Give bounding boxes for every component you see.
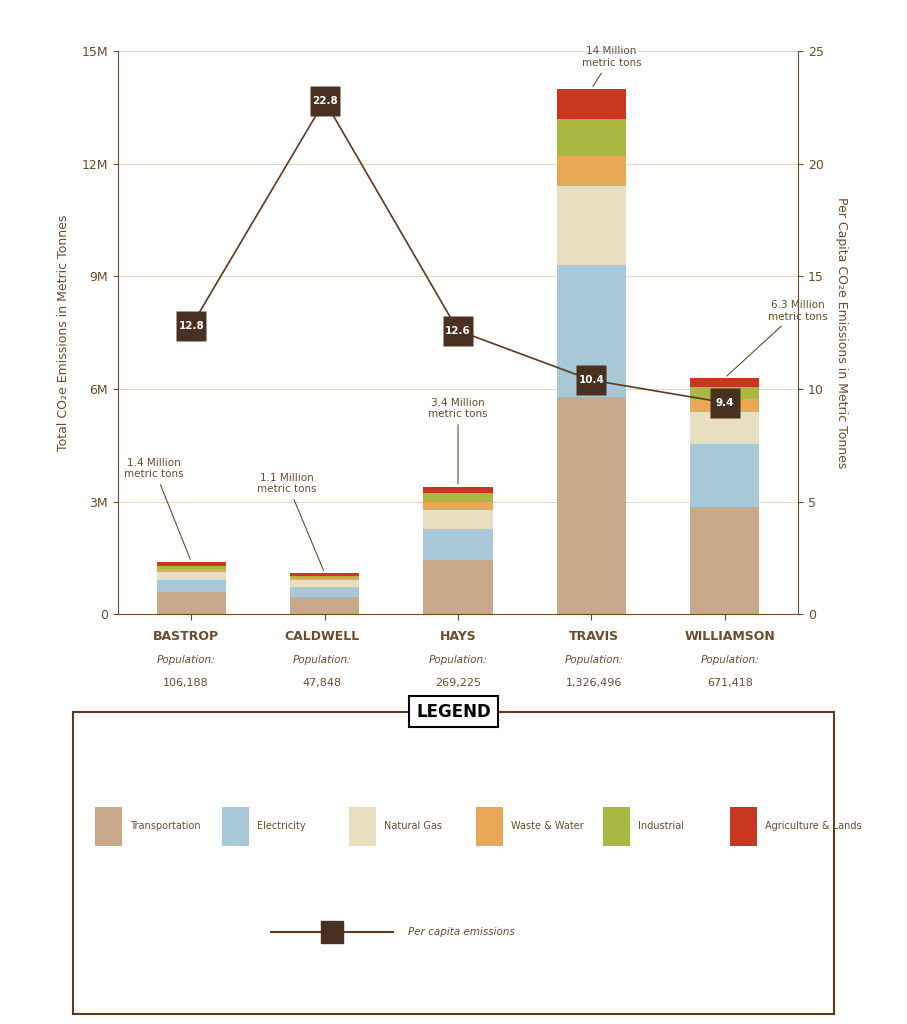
Bar (690, 398, 759, 412)
Bar (690, 507, 759, 614)
Bar (557, 186, 626, 265)
Bar (557, 396, 626, 614)
Text: Electricity: Electricity (257, 821, 306, 831)
FancyBboxPatch shape (222, 807, 249, 846)
Bar (290, 578, 359, 581)
Text: Agriculture & Lands: Agriculture & Lands (765, 821, 862, 831)
Text: 12.6: 12.6 (445, 326, 471, 336)
Text: Population:: Population: (429, 655, 487, 666)
Bar (424, 486, 493, 494)
Text: 9.4: 9.4 (716, 397, 734, 408)
Text: 6.3 Million
metric tons: 6.3 Million metric tons (727, 300, 828, 376)
Text: Population:: Population: (701, 655, 759, 666)
Bar (690, 443, 759, 507)
Text: 1.1 Million
metric tons: 1.1 Million metric tons (258, 473, 324, 570)
Bar (424, 494, 493, 502)
Text: 12.8: 12.8 (179, 322, 204, 331)
FancyBboxPatch shape (476, 807, 503, 846)
Text: Population:: Population: (293, 655, 351, 666)
Text: 671,418: 671,418 (707, 678, 753, 688)
Bar (157, 562, 226, 566)
Bar (424, 560, 493, 614)
Text: Natural Gas: Natural Gas (384, 821, 442, 831)
Bar (290, 573, 359, 575)
Y-axis label: Total CO₂e Emissions in Metric Tonnes: Total CO₂e Emissions in Metric Tonnes (57, 215, 71, 451)
Text: 1,326,496: 1,326,496 (566, 678, 622, 688)
Text: 1.4 Million
metric tons: 1.4 Million metric tons (124, 458, 190, 559)
FancyBboxPatch shape (95, 807, 122, 846)
Bar (557, 119, 626, 157)
Text: 22.8: 22.8 (312, 96, 337, 105)
Y-axis label: Per Capita CO₂e Emissions in Metric Tonnes: Per Capita CO₂e Emissions in Metric Tonn… (834, 197, 848, 469)
Text: 106,188: 106,188 (163, 678, 209, 688)
Text: 47,848: 47,848 (302, 678, 342, 688)
Bar (424, 502, 493, 510)
Text: 269,225: 269,225 (435, 678, 481, 688)
Bar (157, 580, 226, 592)
Text: Per capita emissions: Per capita emissions (408, 927, 514, 937)
Bar (424, 510, 493, 529)
Bar (557, 89, 626, 119)
Text: Population:: Population: (565, 655, 623, 666)
Bar (290, 575, 359, 578)
Text: LEGEND: LEGEND (416, 702, 491, 721)
Bar (157, 566, 226, 569)
Bar (424, 529, 493, 560)
Text: Transportation: Transportation (130, 821, 200, 831)
Text: BASTROP: BASTROP (153, 630, 219, 643)
Text: 14 Million
metric tons: 14 Million metric tons (581, 46, 641, 86)
Bar (557, 265, 626, 396)
Bar (690, 378, 759, 387)
Bar (157, 572, 226, 580)
FancyBboxPatch shape (603, 807, 630, 846)
Text: 10.4: 10.4 (579, 375, 604, 385)
Bar (290, 581, 359, 587)
Text: WILLIAMSON: WILLIAMSON (685, 630, 775, 643)
Bar (690, 387, 759, 398)
Text: Industrial: Industrial (638, 821, 684, 831)
Text: CALDWELL: CALDWELL (285, 630, 359, 643)
Bar (157, 569, 226, 572)
Text: HAYS: HAYS (440, 630, 476, 643)
Bar (157, 592, 226, 614)
Bar (690, 412, 759, 443)
Bar (557, 157, 626, 186)
FancyBboxPatch shape (730, 807, 757, 846)
FancyBboxPatch shape (349, 807, 376, 846)
Text: Population:: Population: (157, 655, 215, 666)
Text: TRAVIS: TRAVIS (569, 630, 619, 643)
Bar (290, 587, 359, 597)
Text: 3.4 Million
metric tons: 3.4 Million metric tons (428, 397, 488, 484)
Text: Waste & Water: Waste & Water (511, 821, 583, 831)
Bar (290, 597, 359, 614)
